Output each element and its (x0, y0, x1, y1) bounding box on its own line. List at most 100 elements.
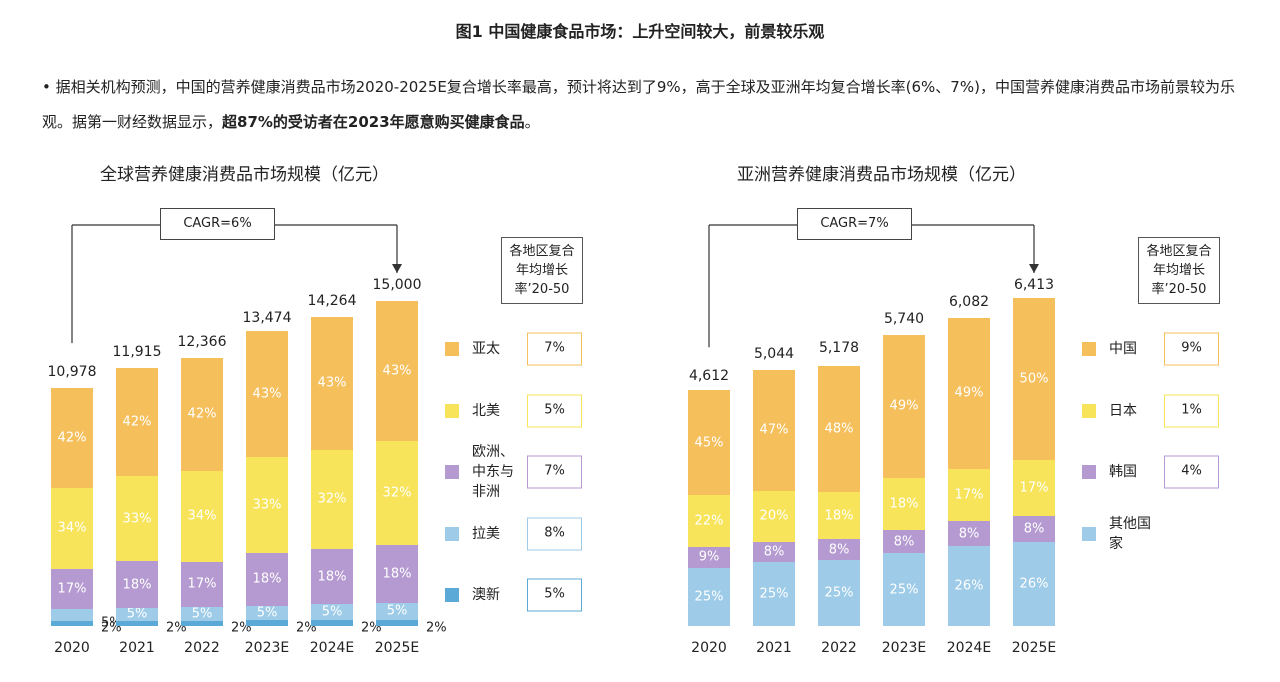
bar-segment (246, 620, 288, 626)
total-label: 13,474 (242, 310, 292, 327)
value-label: 18% (122, 577, 152, 593)
value-label: 5% (191, 606, 213, 622)
bar-segment (376, 603, 418, 620)
bar-segment (883, 477, 925, 530)
x-tick-label: 2020 (691, 640, 727, 656)
paragraph: • 据相关机构预测，中国的营养健康消费品市场2020-2025E复合增长率最高，… (42, 70, 1247, 140)
bar-segment (181, 620, 223, 626)
legend-swatch (1082, 342, 1096, 356)
bar-segment (948, 521, 990, 546)
bar-segment (753, 370, 795, 491)
chart-title: 亚洲营养健康消费品市场规模（亿元） (737, 165, 1026, 185)
value-label: 18% (824, 508, 854, 524)
value-label: 42% (187, 406, 217, 422)
bar-segment (753, 541, 795, 563)
legend-swatch (1082, 403, 1096, 418)
chart-title: 全球营养健康消费品市场规模（亿元） (100, 165, 389, 185)
cagr-annotation: CAGR=7% (797, 208, 912, 240)
bar-segment (51, 568, 93, 610)
total-label: 11,915 (112, 343, 162, 360)
bar-segment (51, 621, 93, 626)
bar-segment (883, 530, 925, 554)
x-tick-label: 2023E (244, 640, 290, 656)
value-label: 47% (759, 422, 789, 438)
value-label: 50% (1019, 371, 1049, 387)
value-label: 8% (1023, 521, 1045, 536)
cagr-value: 5% (527, 394, 582, 427)
bold-text: 超87%的受访者在2023年愿意购买健康食品 (222, 113, 525, 131)
bar-segment (181, 358, 223, 471)
x-tick-label: 2024E (946, 640, 992, 656)
value-label: 17% (57, 581, 87, 597)
x-tick-label: 2023E (881, 640, 927, 656)
bar-segment (116, 476, 158, 562)
value-label: 33% (122, 511, 152, 527)
bar-segment (116, 620, 158, 626)
value-label: 43% (382, 363, 412, 379)
value-label: 8% (828, 542, 850, 558)
x-tick-label: 2021 (119, 640, 155, 656)
bar-segment (948, 317, 990, 469)
bar-segment (688, 567, 730, 626)
bar-segment (818, 366, 860, 493)
bar-segment (116, 561, 158, 608)
value-label: 18% (382, 566, 412, 582)
bar-segment (376, 544, 418, 604)
bar-segment (311, 449, 353, 549)
bar-segment (753, 562, 795, 626)
value-label: 17% (954, 487, 984, 503)
value-label: 17% (1019, 480, 1049, 496)
value-label: 26% (954, 578, 984, 594)
legend-label: 韩国 (1109, 464, 1137, 480)
value-label: 25% (694, 589, 724, 605)
value-label: 17% (187, 576, 217, 592)
total-label: 5,178 (818, 339, 860, 356)
bar-segment (376, 301, 418, 441)
bar-segment (311, 316, 353, 450)
value-label: 5% (386, 603, 408, 619)
value-label: 8% (893, 534, 915, 550)
total-label: 15,000 (372, 277, 422, 293)
bar-segment (1013, 515, 1055, 542)
legend-label: 北美 (472, 402, 500, 419)
bar-segment (181, 607, 223, 621)
legend-swatch (445, 403, 459, 418)
value-label: 43% (252, 386, 282, 402)
value-label: 18% (889, 496, 919, 512)
x-tick-label: 2025E (374, 640, 420, 656)
bar-segment (311, 548, 353, 605)
value-label: 2% (426, 620, 447, 636)
bar-segment (311, 604, 353, 620)
value-label: 8% (958, 526, 980, 542)
bar-segment (51, 609, 93, 622)
bar-segment (1013, 297, 1055, 461)
value-label: 49% (889, 398, 919, 414)
value-label: 48% (824, 421, 854, 437)
cagr-value: 8% (527, 517, 582, 550)
value-label: 42% (57, 430, 87, 446)
value-label: 34% (57, 520, 87, 536)
bar-segment (246, 553, 288, 606)
bar-segment (311, 619, 353, 626)
bar-segment (818, 539, 860, 561)
x-tick-label: 2020 (54, 640, 90, 656)
page-title: 图1 中国健康食品市场：上升空间较大，前景较乐观 (455, 22, 825, 41)
total-label: 6,082 (948, 293, 990, 310)
legend-swatch (445, 588, 459, 602)
text: 。 (524, 113, 540, 131)
bar-segment (688, 495, 730, 547)
cagr-annotation: CAGR=6% (160, 208, 275, 240)
bar-segment (818, 492, 860, 540)
cagr-value: 4% (1164, 455, 1219, 489)
legend-label: 日本 (1109, 402, 1137, 419)
bar-segment (246, 456, 288, 553)
bar-segment (883, 553, 925, 626)
bar-segment (246, 605, 288, 621)
legend-swatch (445, 465, 459, 479)
legend-label: 其他国家 (1109, 515, 1151, 552)
value-label: 49% (954, 385, 984, 401)
value-label: 18% (317, 569, 347, 585)
cagr-value: 7% (527, 455, 582, 489)
legend-title: 各地区复合年均增长率’20-50 (1138, 237, 1220, 304)
